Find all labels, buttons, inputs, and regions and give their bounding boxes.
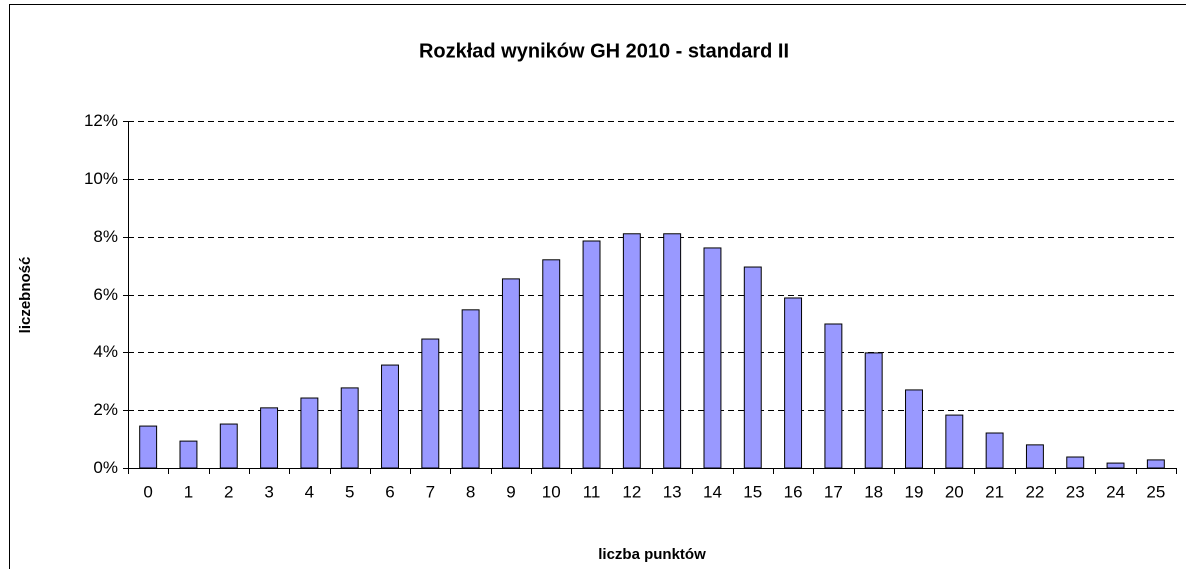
bar: [1146, 459, 1165, 469]
x-tick-label: 2: [224, 482, 233, 501]
bar: [179, 440, 198, 469]
bar: [905, 389, 923, 469]
chart-title: Rozkład wyników GH 2010 - standard II: [419, 40, 789, 62]
bar: [300, 397, 319, 469]
x-tick-label: 12: [622, 482, 641, 501]
x-tick-label: 7: [426, 482, 435, 501]
bar: [139, 425, 158, 469]
bar: [622, 233, 641, 469]
bar: [864, 352, 883, 469]
bar: [1066, 456, 1085, 469]
y-tick-label: 6%: [93, 285, 118, 304]
bar: [663, 233, 682, 469]
x-tick-label: 21: [985, 482, 1004, 501]
x-tick-label: 22: [1025, 482, 1044, 501]
bar: [1106, 462, 1125, 469]
x-tick-label: 6: [385, 482, 394, 501]
bar: [421, 338, 440, 469]
y-tick-label: 12%: [84, 111, 118, 130]
x-tick-label: 14: [703, 482, 722, 501]
x-axis-label: liczba punktów: [598, 546, 706, 563]
bar: [985, 432, 1004, 469]
x-tick-label: 1: [184, 482, 193, 501]
bar: [340, 387, 359, 469]
bar: [381, 364, 399, 469]
bar: [1025, 444, 1044, 469]
x-tick-label: 16: [784, 482, 803, 501]
bar: [219, 423, 238, 469]
x-tick-label: 17: [824, 482, 843, 501]
x-tick-label: 24: [1106, 482, 1125, 501]
x-tick-label: 9: [506, 482, 515, 501]
x-tick-label: 20: [945, 482, 964, 501]
bar: [743, 266, 762, 469]
x-tick-label: 5: [345, 482, 354, 501]
bar: [542, 259, 561, 469]
x-tick-label: 23: [1066, 482, 1085, 501]
y-tick-label: 8%: [93, 227, 118, 246]
x-tick-label: 15: [743, 482, 762, 501]
bar: [461, 309, 480, 469]
x-tick-label: 8: [466, 482, 475, 501]
x-tick-label: 0: [143, 482, 152, 501]
bar: [582, 240, 601, 469]
bar: [501, 278, 520, 469]
y-tick-label: 2%: [93, 400, 118, 419]
y-tick-label: 4%: [93, 342, 118, 361]
x-tick-label: 3: [264, 482, 273, 501]
y-tick-label: 0%: [93, 458, 118, 477]
bar: [945, 414, 964, 469]
bar: [703, 247, 722, 469]
y-axis-label: liczebność: [17, 257, 34, 334]
bar: [784, 297, 803, 469]
bar: [824, 323, 843, 469]
x-tick-label: 25: [1146, 482, 1165, 501]
bar: [260, 407, 279, 469]
x-tick-label: 10: [542, 482, 561, 501]
y-tick-label: 10%: [84, 169, 118, 188]
x-tick-label: 4: [305, 482, 314, 501]
x-tick-label: 18: [864, 482, 883, 501]
x-tick-label: 11: [583, 482, 601, 501]
x-tick-label: 13: [663, 482, 682, 501]
x-tick-label: 19: [905, 482, 924, 501]
